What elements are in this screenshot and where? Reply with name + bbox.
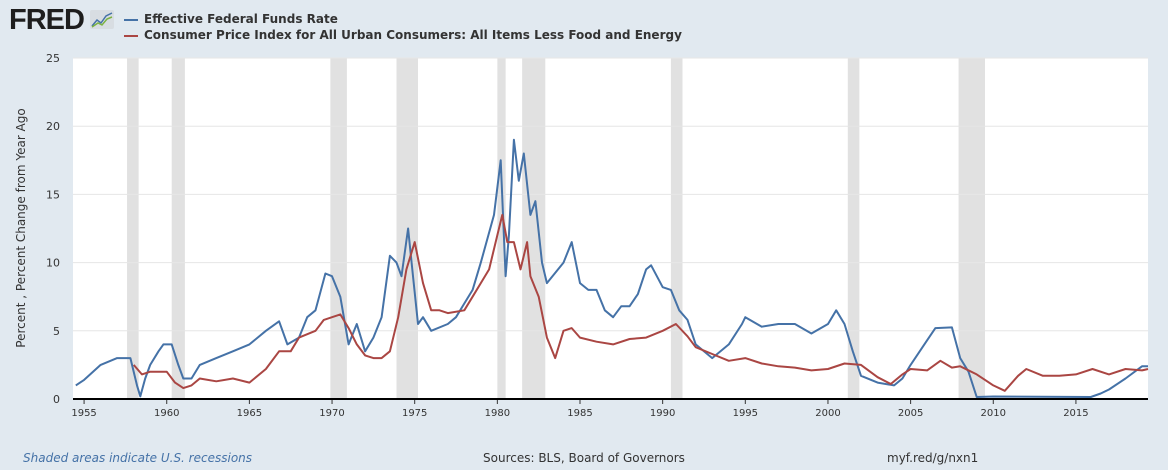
x-tick-label: 2010 bbox=[981, 408, 1006, 419]
y-tick-label: 10 bbox=[46, 257, 60, 270]
series-line-cpi bbox=[132, 213, 1149, 392]
y-tick-label: 15 bbox=[46, 188, 60, 201]
plot-area bbox=[73, 58, 1148, 399]
y-tick-label: 20 bbox=[46, 120, 60, 133]
x-tick-label: 1995 bbox=[733, 408, 758, 419]
legend-item-cpi[interactable]: Consumer Price Index for All Urban Consu… bbox=[124, 28, 682, 42]
x-tick-label: 1975 bbox=[402, 408, 427, 419]
legend-swatch-cpi bbox=[124, 34, 138, 37]
x-tick-label: 1970 bbox=[319, 408, 344, 419]
recession-band bbox=[670, 58, 683, 399]
recession-band bbox=[847, 58, 860, 399]
x-tick-label: 2015 bbox=[1063, 408, 1088, 419]
recession-band bbox=[522, 58, 546, 399]
recession-band bbox=[330, 58, 347, 399]
recession-band bbox=[127, 58, 139, 399]
x-tick-label: 1985 bbox=[567, 408, 592, 419]
recession-band bbox=[958, 58, 986, 399]
y-tick-label: 25 bbox=[46, 52, 60, 65]
x-tick-label: 1955 bbox=[71, 408, 96, 419]
short-link[interactable]: myf.red/g/nxn1 bbox=[887, 451, 979, 465]
fred-logo[interactable]: FRED bbox=[9, 4, 85, 36]
x-tick-label: 1990 bbox=[650, 408, 675, 419]
x-tick-label: 1960 bbox=[154, 408, 179, 419]
x-tick-label: 1980 bbox=[485, 408, 510, 419]
legend-item-fed[interactable]: Effective Federal Funds Rate bbox=[124, 12, 338, 26]
x-tick-label: 1965 bbox=[237, 408, 262, 419]
recession-note: Shaded areas indicate U.S. recessions bbox=[23, 451, 253, 465]
sources: Sources: BLS, Board of Governors bbox=[483, 451, 685, 465]
x-tick-label: 2005 bbox=[898, 408, 923, 419]
fred-chart-icon bbox=[90, 10, 114, 29]
y-axis-label: Percent , Percent Change from Year Ago bbox=[14, 108, 28, 347]
series-line-fed bbox=[75, 138, 1148, 398]
y-tick-label: 5 bbox=[53, 325, 60, 338]
legend-label-fed: Effective Federal Funds Rate bbox=[144, 12, 338, 26]
x-tick-label: 2000 bbox=[815, 408, 840, 419]
recession-band bbox=[171, 58, 185, 399]
y-tick-label: 0 bbox=[53, 393, 60, 406]
legend-label-cpi: Consumer Price Index for All Urban Consu… bbox=[144, 28, 682, 42]
legend-swatch-fed bbox=[124, 18, 138, 21]
recession-band bbox=[497, 58, 506, 399]
